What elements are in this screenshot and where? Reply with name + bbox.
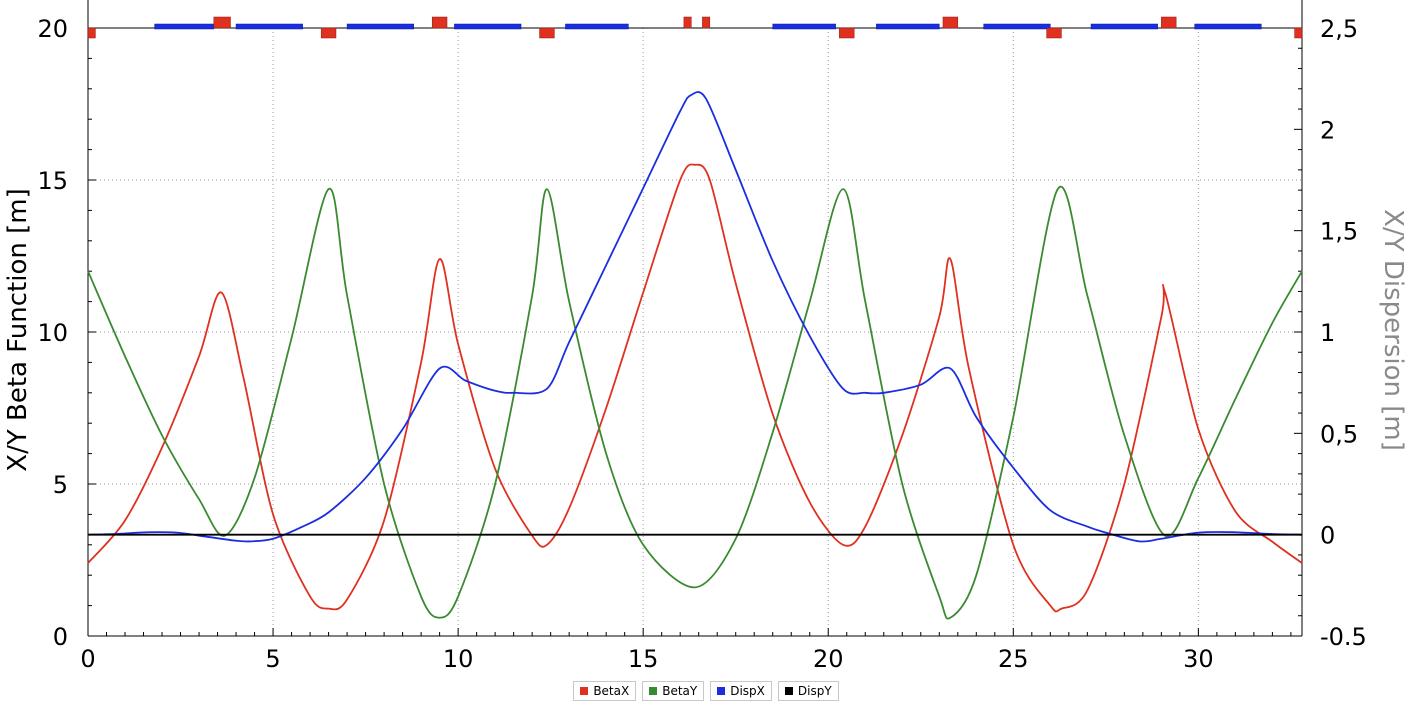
- grid-layer: [88, 27, 1302, 636]
- legend-label-dispx: DispX: [730, 684, 765, 698]
- tick-layer: 0 5 10 15 20 25 30 0 5 10 15 20 -0.5 0 0,5 1 1,5 2 2,5: [37, 15, 1366, 673]
- legend-label-betay: BetaY: [662, 684, 698, 698]
- x-tick-label: 30: [1183, 645, 1214, 673]
- x-tick-label: 10: [443, 645, 474, 673]
- x-tick-label: 0: [80, 645, 95, 673]
- legend-swatch-dispy: [784, 687, 793, 695]
- y-tick-label: 0: [53, 623, 68, 651]
- y-tick-label: 20: [37, 15, 68, 43]
- lattice-dipole: [876, 23, 940, 30]
- lattice-quad-defocusing: [839, 27, 855, 39]
- series-line-betax: [87, 163, 1303, 613]
- legend-item-betay[interactable]: BetaY: [642, 681, 705, 701]
- legend-label-betax: BetaX: [593, 684, 630, 698]
- lattice-dipole: [565, 23, 629, 30]
- lattice-quad-defocusing: [320, 27, 337, 39]
- y2-axis-title: X/Y Dispersion [m]: [1378, 209, 1408, 451]
- axes-layer: [87, 0, 1303, 637]
- lattice-dipole: [772, 23, 836, 30]
- y2-tick-label: 2: [1320, 116, 1335, 144]
- y-tick-label: 15: [37, 167, 68, 195]
- lattice-layer: [87, 16, 1303, 39]
- y-axis-title: X/Y Beta Function [m]: [3, 188, 33, 471]
- series-layer: [87, 91, 1303, 620]
- x-tick-label: 5: [265, 645, 280, 673]
- series-line-dispx: [87, 91, 1303, 543]
- legend-label-dispy: DispY: [797, 684, 832, 698]
- lattice-quad-defocusing: [539, 27, 555, 39]
- lattice-dipole: [346, 23, 414, 30]
- lattice-dipole: [983, 23, 1051, 30]
- y2-tick-label: -0.5: [1320, 623, 1367, 651]
- lattice-dipole: [1090, 23, 1158, 30]
- lattice-dipole: [154, 23, 215, 30]
- legend-item-betax[interactable]: BetaX: [573, 681, 637, 701]
- legend-swatch-dispx: [717, 687, 726, 695]
- y2-tick-label: 2,5: [1320, 15, 1358, 43]
- y-tick-label: 10: [37, 319, 68, 347]
- lattice-quad-focusing: [431, 16, 448, 29]
- y-tick-label: 5: [53, 471, 68, 499]
- lattice-quad-focusing: [942, 16, 959, 29]
- lattice-dipole: [235, 23, 303, 30]
- legend-swatch-betax: [580, 687, 589, 695]
- x-tick-label: 25: [998, 645, 1029, 673]
- x-tick-label: 20: [813, 645, 844, 673]
- legend-item-dispy[interactable]: DispY: [777, 681, 839, 701]
- chart: 0 5 10 15 20 25 30 0 5 10 15 20 -0.5 0 0,5 1 1,5 2 2,5 X/Y…: [3, 0, 1408, 673]
- series-line-betay: [87, 185, 1303, 620]
- y2-tick-label: 0,5: [1320, 420, 1358, 448]
- legend-item-dispx[interactable]: DispX: [710, 681, 772, 701]
- legend: BetaX BetaY DispX DispY: [0, 681, 1412, 701]
- lattice-quad-defocusing: [1046, 27, 1062, 39]
- legend-swatch-betay: [649, 687, 658, 695]
- x-tick-label: 15: [628, 645, 659, 673]
- lattice-quad-defocusing: [1294, 27, 1303, 39]
- y2-tick-label: 1: [1320, 319, 1335, 347]
- lattice-quad-focusing: [1161, 16, 1177, 29]
- lattice-quad-focusing: [683, 16, 692, 29]
- lattice-quad-focusing: [213, 16, 231, 29]
- lattice-quad-defocusing: [87, 27, 96, 39]
- lattice-dipole: [454, 23, 522, 30]
- y2-tick-label: 0: [1320, 522, 1335, 550]
- lattice-quad-focusing: [702, 16, 711, 29]
- lattice-dipole: [1194, 23, 1262, 30]
- y2-tick-label: 1,5: [1320, 218, 1358, 246]
